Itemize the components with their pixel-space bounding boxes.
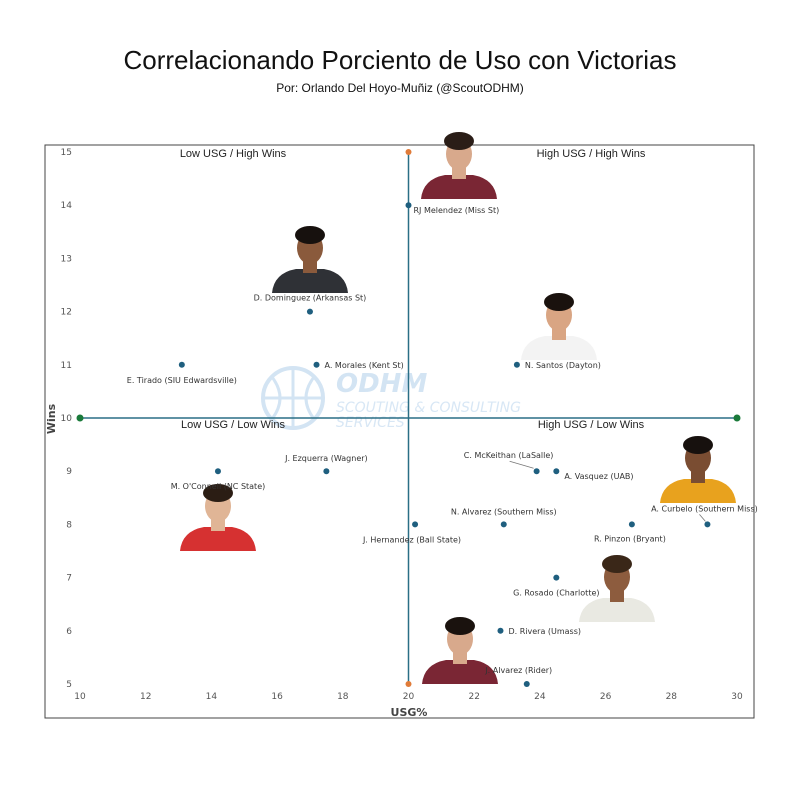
data-label: A. Morales (Kent St) (325, 361, 404, 370)
data-point (704, 521, 711, 528)
data-label: R. Pinzon (Bryant) (594, 534, 666, 543)
watermark-title: ODHM (336, 369, 427, 399)
y-tick-label: 11 (61, 361, 72, 371)
data-label: D. Dominguez (Arkansas St) (254, 294, 367, 303)
player-headshot (660, 436, 736, 503)
data-point (313, 361, 320, 368)
x-tick-label: 12 (140, 692, 151, 702)
x-tick-label: 20 (403, 692, 415, 702)
x-tick-label: 28 (666, 692, 678, 702)
data-point (553, 468, 560, 475)
data-label: E. Tirado (SIU Edwardsville) (127, 376, 237, 385)
data-labels: RJ Melendez (Miss St) D. Dominguez (Arkan… (127, 206, 758, 675)
chart-frame (44, 144, 755, 719)
player-headshot (422, 617, 498, 684)
data-point (500, 521, 507, 528)
data-point (497, 627, 504, 634)
player-headshot (272, 226, 348, 293)
data-points (178, 202, 711, 687)
player-headshot (579, 555, 655, 622)
label-leader-line (699, 514, 706, 522)
data-point (214, 468, 221, 475)
y-tick-label: 9 (66, 467, 72, 477)
data-label: J. Ezquerra (Wagner) (284, 454, 368, 463)
vertical-line-top-marker (405, 149, 412, 155)
data-label: D. Rivera (Umass) (508, 627, 581, 636)
data-point (628, 521, 635, 528)
player-headshot (521, 293, 597, 360)
x-tick-label: 16 (271, 692, 283, 702)
data-point (405, 202, 412, 209)
data-point (513, 361, 520, 368)
data-label: A. Vasquez (UAB) (564, 472, 633, 481)
data-point (306, 308, 313, 315)
axes: 10 12 14 16 18 20 22 24 26 28 30 5 6 7 8 9 10 11 12 13 14 15 (61, 148, 743, 702)
watermark-subtitle-line-2: SERVICES (336, 415, 405, 431)
data-point (323, 468, 330, 475)
y-tick-label: 8 (66, 520, 72, 530)
data-point (178, 361, 185, 368)
watermark-subtitle: SCOUTING & CONSULTING SERVICES (336, 400, 525, 431)
data-point (533, 468, 540, 475)
y-tick-label: 6 (66, 627, 72, 637)
x-tick-label: 24 (534, 692, 546, 702)
data-label: J. Hernandez (Ball State) (362, 535, 461, 544)
quadrant-label-bottom-left: Low USG / Low Wins (181, 419, 285, 431)
quadrant-label-top-right: High USG / High Wins (537, 148, 646, 160)
y-axis-label: Wins (45, 403, 58, 434)
watermark-logo: ODHM SCOUTING & CONSULTING SERVICES (261, 366, 525, 431)
data-point (553, 574, 560, 581)
quadrant-label-top-left: Low USG / High Wins (180, 148, 287, 160)
data-label: M. O'Connell (NC State) (171, 482, 266, 491)
y-tick-label: 13 (61, 254, 72, 264)
y-tick-label: 14 (61, 201, 73, 211)
reference-lines (76, 149, 741, 687)
player-photos (180, 132, 736, 684)
y-tick-label: 5 (66, 680, 72, 690)
quadrant-label-bottom-right: High USG / Low Wins (538, 419, 645, 431)
data-label: G. Rosado (Charlotte) (513, 589, 599, 598)
chart-title: Correlacionando Porciento de Uso con Vic… (123, 45, 676, 75)
horizontal-line-left-marker (76, 414, 84, 422)
x-axis-label: USG% (391, 706, 428, 719)
y-tick-label: 10 (61, 414, 73, 424)
y-tick-label: 12 (61, 308, 72, 318)
x-tick-label: 18 (337, 692, 349, 702)
player-headshot (421, 132, 497, 199)
x-tick-label: 10 (74, 692, 86, 702)
data-label: A. Curbelo (Southern Miss) (651, 504, 758, 513)
x-tick-label: 14 (206, 692, 218, 702)
label-leader-line (509, 460, 534, 469)
data-point (412, 521, 419, 528)
x-tick-label: 30 (731, 692, 743, 702)
data-label: RJ Melendez (Miss St) (414, 206, 500, 215)
y-tick-label: 7 (66, 574, 72, 584)
y-tick-label: 15 (61, 148, 72, 158)
player-headshot (180, 484, 256, 551)
data-point (523, 681, 530, 687)
horizontal-line-right-marker (733, 414, 741, 422)
data-label: C. McKeithan (LaSalle) (464, 451, 554, 460)
data-label: N. Alvarez (Southern Miss) (451, 507, 557, 516)
data-label: N. Santos (Dayton) (525, 361, 601, 370)
x-tick-label: 22 (468, 692, 479, 702)
chart-subtitle: Por: Orlando Del Hoyo-Muñiz (@ScoutODHM) (276, 81, 524, 95)
vertical-line-bottom-marker (405, 681, 412, 687)
x-tick-label: 26 (600, 692, 612, 702)
watermark-subtitle-line-1: SCOUTING & CONSULTING (336, 400, 521, 416)
data-label: J. Alvarez (Rider) (484, 666, 552, 675)
